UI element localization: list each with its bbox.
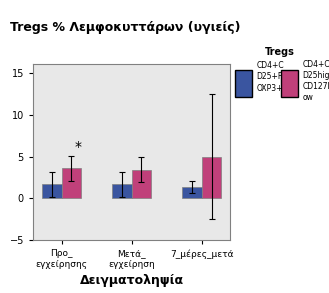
Bar [62,168,81,198]
FancyBboxPatch shape [236,70,252,97]
Text: CD4+C
D25high
CD127l
ow: CD4+C D25high CD127l ow [303,60,329,102]
Bar [202,156,221,198]
X-axis label: Δειγματοληψία: Δειγματοληψία [80,274,184,287]
Bar [132,170,151,198]
Bar [182,187,202,198]
Bar [42,184,62,198]
Text: *: * [75,140,82,154]
Text: CD4+C
D25+F
OXP3+: CD4+C D25+F OXP3+ [257,61,284,93]
Bar [112,184,132,198]
FancyBboxPatch shape [282,70,298,97]
Text: Tregs: Tregs [265,47,294,57]
Text: Tregs % Λεμφοκυττάρων (υγιείς): Tregs % Λεμφοκυττάρων (υγιείς) [10,21,240,33]
